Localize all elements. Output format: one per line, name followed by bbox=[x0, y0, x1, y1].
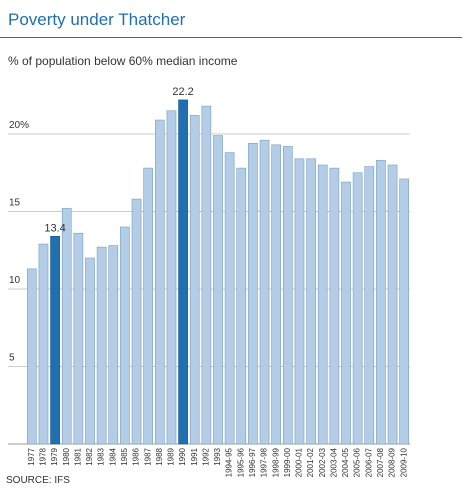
bar-1985 bbox=[120, 226, 130, 445]
x-tick-label: 1979 bbox=[50, 447, 59, 465]
x-tick-label: 2006-07 bbox=[364, 447, 373, 477]
bar-1983 bbox=[96, 246, 107, 445]
chart-title: Poverty under Thatcher bbox=[8, 10, 186, 29]
bar-1999-00 bbox=[282, 146, 293, 445]
x-tick-label: 1991 bbox=[190, 447, 199, 465]
bar-1998-99 bbox=[271, 144, 282, 445]
x-tick-label: 1982 bbox=[85, 447, 94, 465]
bar-1995-96 bbox=[236, 167, 247, 445]
bar-1979 bbox=[50, 236, 60, 445]
bar-1994-95 bbox=[224, 152, 235, 445]
bar-1996-97 bbox=[248, 143, 258, 445]
x-tick-label: 2002-03 bbox=[318, 447, 327, 477]
x-tick-label: 2007-08 bbox=[376, 447, 385, 477]
x-tick-label: 1989 bbox=[167, 447, 176, 465]
bar-2000-01 bbox=[294, 158, 305, 445]
x-tick-label: 2008-09 bbox=[388, 447, 397, 477]
x-tick-label: 1988 bbox=[155, 447, 164, 465]
bar-1992 bbox=[201, 105, 212, 445]
x-tick-label: 1990 bbox=[178, 447, 187, 465]
x-tick-label: 1981 bbox=[73, 447, 82, 465]
x-tick-label: 2005-06 bbox=[353, 447, 362, 477]
x-tick-label: 1984 bbox=[108, 447, 117, 465]
bar-1988 bbox=[154, 119, 165, 445]
x-tick-label: 2004-05 bbox=[341, 447, 350, 477]
bar-1993 bbox=[213, 135, 223, 445]
x-tick-label: 1996-97 bbox=[248, 447, 257, 477]
x-tick-label: 1977 bbox=[27, 447, 36, 465]
bar-1986 bbox=[131, 198, 142, 445]
x-tick-label: 1986 bbox=[132, 447, 141, 465]
bar-1982 bbox=[85, 257, 95, 445]
bar-2002-03 bbox=[317, 164, 328, 445]
bar-1989 bbox=[166, 110, 177, 445]
bar-2009-10 bbox=[399, 178, 410, 445]
x-tick-label: 1980 bbox=[62, 447, 71, 465]
bar-1987 bbox=[143, 167, 154, 445]
x-tick-label: 1998-99 bbox=[271, 447, 280, 477]
bar-1977 bbox=[26, 268, 37, 445]
x-tick-label: 1994-95 bbox=[225, 447, 234, 477]
x-tick-label: 1999-00 bbox=[283, 447, 292, 477]
bar-2008-09 bbox=[387, 164, 398, 445]
x-tick-label: 1978 bbox=[39, 447, 48, 465]
y-tick-label: 15 bbox=[9, 198, 21, 209]
x-tick-label: 2003-04 bbox=[329, 447, 338, 477]
source-note: SOURCE: IFS bbox=[6, 475, 70, 486]
y-tick-label: 20% bbox=[9, 120, 29, 131]
chart-subtitle: % of population below 60% median income bbox=[8, 54, 238, 68]
x-tick-label: 1995-96 bbox=[236, 447, 245, 477]
bar-1990 bbox=[178, 99, 188, 445]
x-tick-label: 1993 bbox=[213, 447, 222, 465]
x-tick-label: 2009-10 bbox=[399, 447, 408, 477]
bar-1980 bbox=[61, 208, 72, 445]
y-tick-label: 5 bbox=[9, 353, 15, 364]
x-tick-label: 1985 bbox=[120, 447, 129, 465]
bar-2003-04 bbox=[329, 167, 340, 445]
x-tick-label: 1992 bbox=[201, 447, 210, 465]
title-divider bbox=[0, 37, 462, 38]
x-tick-label: 1997-98 bbox=[260, 447, 269, 477]
bar-1981 bbox=[73, 232, 84, 445]
data-label: 13.4 bbox=[44, 222, 65, 234]
data-label: 22.2 bbox=[172, 86, 193, 98]
bar-2004-05 bbox=[341, 181, 351, 445]
bar-1978 bbox=[38, 243, 49, 445]
bar-2005-06 bbox=[352, 172, 363, 445]
bar-1997-98 bbox=[259, 139, 270, 445]
y-tick-label: 10 bbox=[9, 275, 21, 286]
x-tick-label: 2001-02 bbox=[306, 447, 315, 477]
bar-1984 bbox=[108, 245, 119, 445]
bar-1991 bbox=[189, 115, 200, 445]
x-tick-label: 2000-01 bbox=[295, 447, 304, 477]
bar-2007-08 bbox=[376, 160, 386, 445]
bar-2001-02 bbox=[306, 158, 316, 445]
x-tick-label: 1983 bbox=[97, 447, 106, 465]
x-tick-label: 1987 bbox=[143, 447, 152, 465]
bar-2006-07 bbox=[364, 166, 375, 445]
